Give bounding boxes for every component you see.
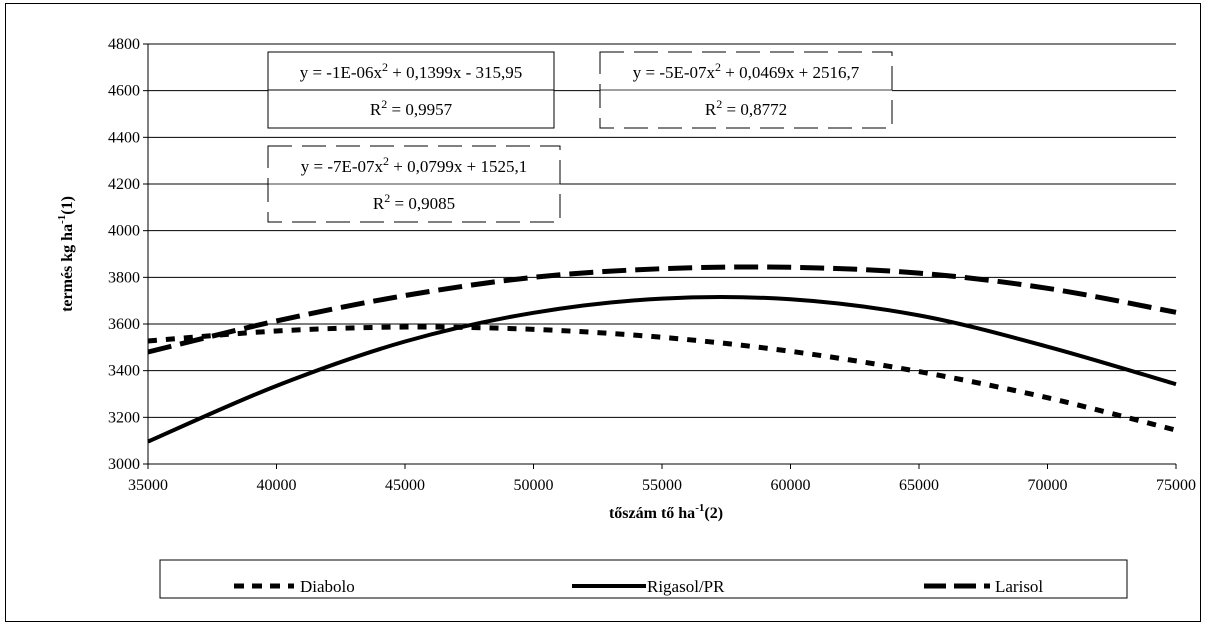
x-tick-label: 45000 <box>385 477 425 494</box>
annotation-equation-larisol: y = -5E-07x2 + 0,0469x + 2516,7 <box>633 60 860 82</box>
y-tick-label: 4400 <box>108 129 140 146</box>
legend-label-larisol: Larisol <box>995 577 1043 596</box>
annotation-r2-rigasol: R2 = 0,9957 <box>370 97 453 119</box>
legend-label-rigasol: Rigasol/PR <box>647 577 725 596</box>
legend: Diabolo Rigasol/PR Larisol <box>159 559 1128 599</box>
x-tick-label: 60000 <box>771 477 811 494</box>
x-tick-label: 50000 <box>514 477 554 494</box>
y-tick-label: 4000 <box>108 223 140 240</box>
series-line-rigasol-pr <box>147 295 1177 444</box>
x-axis-title: tőszám tő ha-1(2) <box>609 502 723 522</box>
y-tick-label: 3200 <box>108 409 140 426</box>
series-line-larisol <box>147 264 1177 355</box>
annotation-rigasol: y = -1E-06x2 + 0,1399x - 315,95 R2 = 0,9… <box>267 51 555 129</box>
legend-box <box>159 559 1128 599</box>
x-tick-label: 55000 <box>642 477 682 494</box>
series-group <box>147 264 1177 444</box>
annotation-r2-larisol: R2 = 0,8772 <box>705 97 787 119</box>
legend-label-diabolo: Diabolo <box>300 577 355 596</box>
y-tick-label: 4200 <box>108 176 140 193</box>
x-axis-ticks: 35000 40000 45000 50000 55000 60000 65000 70000… <box>128 464 1196 494</box>
chart-svg: 3000 3200 3400 3600 3800 4000 4200 4400 4600 4800… <box>56 36 1196 599</box>
y-tick-label: 4800 <box>108 36 140 53</box>
y-tick-label: 4600 <box>108 83 140 100</box>
series-line-diabolo <box>147 324 1177 433</box>
y-axis-ticks: 3000 3200 3400 3600 3800 4000 4200 4400 4600 4800 <box>108 36 148 473</box>
x-tick-label: 70000 <box>1028 477 1068 494</box>
y-tick-label: 3800 <box>108 269 140 286</box>
annotation-larisol: y = -5E-07x2 + 0,0469x + 2516,7 R2 = 0,8… <box>599 51 893 129</box>
x-tick-label: 40000 <box>257 477 297 494</box>
y-tick-label: 3600 <box>108 316 140 333</box>
chart-frame: 3000 3200 3400 3600 3800 4000 4200 4400 4600 4800… <box>5 3 1201 622</box>
x-tick-label: 75000 <box>1156 477 1196 494</box>
x-tick-label: 35000 <box>128 477 168 494</box>
y-tick-label: 3000 <box>108 456 140 473</box>
annotation-r2-diabolo: R2 = 0,9085 <box>373 191 455 213</box>
x-tick-label: 65000 <box>899 477 939 494</box>
y-axis-title: termés kg ha-1(1) <box>56 196 76 312</box>
y-tick-label: 3400 <box>108 363 140 380</box>
annotation-equation-diabolo: y = -7E-07x2 + 0,0799x + 1525,1 <box>301 154 527 176</box>
annotation-diabolo: y = -7E-07x2 + 0,0799x + 1525,1 R2 = 0,9… <box>267 145 561 223</box>
annotation-equation-rigasol: y = -1E-06x2 + 0,1399x - 315,95 <box>300 60 523 82</box>
